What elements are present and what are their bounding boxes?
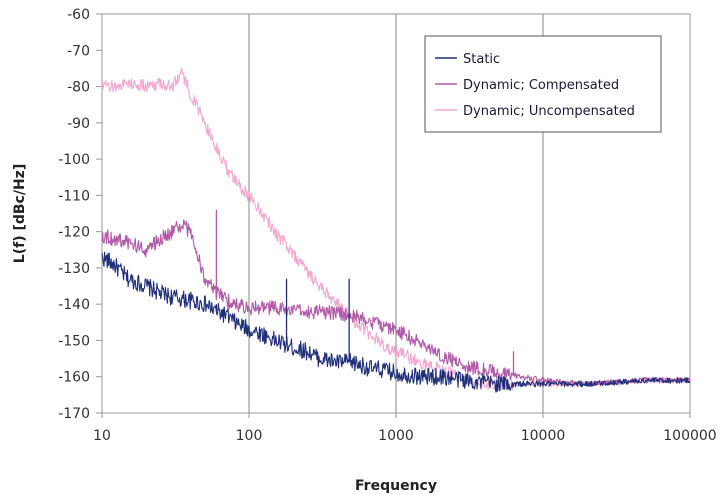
series-layer bbox=[101, 67, 691, 393]
x-tick-label: 100 bbox=[236, 428, 263, 444]
x-tick-label: 10 bbox=[93, 428, 111, 444]
y-tick-label: -170 bbox=[58, 406, 90, 422]
y-tick-label: -90 bbox=[67, 116, 90, 132]
series-line-1 bbox=[101, 219, 691, 387]
legend-entry-label: Dynamic; Uncompensated bbox=[463, 104, 635, 119]
y-axis-ticks: -60 -70 -80 -90 -100 -110 -120 -130 -140 -150 -160… bbox=[58, 7, 102, 422]
x-tick-label: 10000 bbox=[521, 428, 566, 444]
y-tick-label: -120 bbox=[58, 225, 90, 241]
y-tick-label: -80 bbox=[67, 80, 90, 96]
legend: Static Dynamic; Compensated Dynamic; Uncom… bbox=[424, 35, 662, 133]
y-tick-label: -70 bbox=[67, 43, 90, 59]
y-tick-label: -140 bbox=[58, 297, 90, 313]
y-axis-title: L(f) [dBc/Hz] bbox=[12, 164, 28, 263]
y-tick-label: -110 bbox=[58, 188, 90, 204]
legend-box bbox=[424, 35, 662, 133]
y-tick-label: -130 bbox=[58, 261, 90, 277]
x-axis-title: Frequency bbox=[355, 478, 437, 494]
legend-entry-label: Dynamic; Compensated bbox=[463, 78, 619, 93]
y-tick-label: -150 bbox=[58, 333, 90, 349]
series-line-0 bbox=[101, 251, 691, 393]
y-tick-label: -100 bbox=[58, 152, 90, 168]
y-tick-label: -160 bbox=[58, 370, 90, 386]
y-tick-label: -60 bbox=[67, 7, 90, 23]
x-axis-ticks: 10 100 1000 10000 100000 bbox=[93, 413, 717, 444]
x-tick-label: 1000 bbox=[378, 428, 414, 444]
legend-entry-label: Static bbox=[463, 52, 500, 67]
x-tick-label: 100000 bbox=[663, 428, 716, 444]
